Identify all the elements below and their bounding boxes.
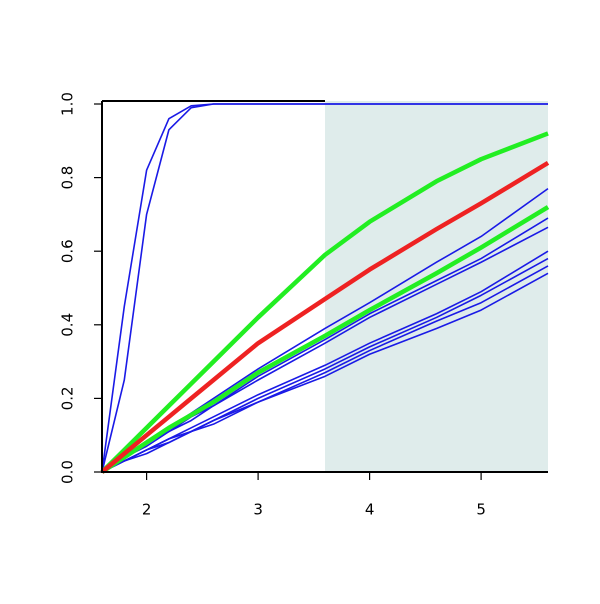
x-tick-label: 2 <box>142 501 152 519</box>
series-line <box>100 160 550 474</box>
shaded-region <box>325 101 548 472</box>
y-tick-label: 0.2 <box>59 386 77 410</box>
y-tick-label: 0.4 <box>59 313 77 337</box>
y-tick-label: 0.8 <box>59 166 77 190</box>
series-line <box>101 226 549 473</box>
series-line <box>100 131 549 474</box>
x-tick-label: 3 <box>253 501 263 519</box>
x-tick-label: 4 <box>365 501 375 519</box>
series-line <box>101 265 549 473</box>
y-tick-label: 0.6 <box>59 239 77 263</box>
y-tick-label: 1.0 <box>59 92 77 116</box>
x-tick-label: 5 <box>476 501 486 519</box>
y-tick-label: 0.0 <box>59 460 77 484</box>
series-line <box>101 103 548 473</box>
series-line <box>101 272 549 473</box>
series-line <box>100 205 550 474</box>
